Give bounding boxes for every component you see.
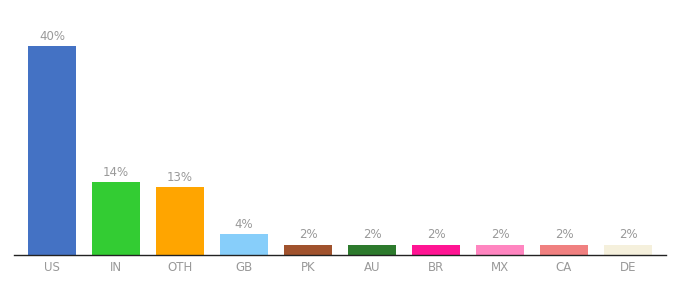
Text: 4%: 4% [235,218,254,231]
Bar [348,244,396,255]
Text: 2%: 2% [491,228,509,242]
Text: 40%: 40% [39,30,65,43]
Bar [284,244,332,255]
Bar [220,234,268,255]
Text: 2%: 2% [362,228,381,242]
Bar [28,46,76,255]
Bar [156,187,204,255]
Text: 2%: 2% [619,228,637,242]
Text: 14%: 14% [103,166,129,179]
Bar [540,244,588,255]
Text: 2%: 2% [555,228,573,242]
Bar [92,182,140,255]
Text: 2%: 2% [426,228,445,242]
Text: 2%: 2% [299,228,318,242]
Bar [476,244,524,255]
Text: 13%: 13% [167,171,193,184]
Bar [604,244,652,255]
Bar [412,244,460,255]
